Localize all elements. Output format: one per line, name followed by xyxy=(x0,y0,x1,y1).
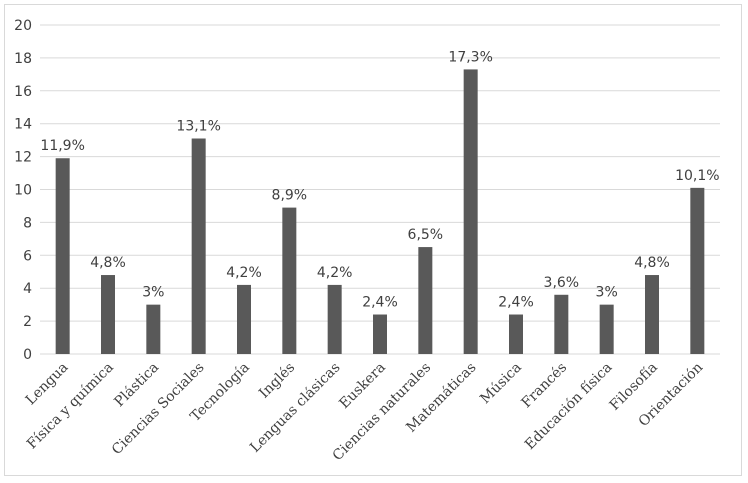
data-label: 13,1% xyxy=(176,119,220,135)
data-label: 4,2% xyxy=(317,265,353,281)
y-tick-label: 6 xyxy=(23,248,32,264)
y-tick-label: 2 xyxy=(23,314,32,330)
data-label: 17,3% xyxy=(448,49,492,65)
y-tick-label: 16 xyxy=(14,84,32,100)
category-label: Educación física xyxy=(522,360,615,453)
data-labels: 11,9% 4,8% 3% 13,1% 4,2% 8,9% 4,2% 2,4% 6,5% 17,3… xyxy=(40,49,719,310)
bar-10 xyxy=(463,69,478,354)
data-label: 10,1% xyxy=(675,168,719,184)
bar-3 xyxy=(146,304,161,354)
bar-15 xyxy=(690,187,705,354)
bars xyxy=(55,69,705,354)
bar-7 xyxy=(327,284,342,354)
bar-2 xyxy=(101,275,115,354)
data-label: 4,2% xyxy=(226,265,262,281)
data-label: 11,9% xyxy=(40,138,84,154)
bar-12 xyxy=(554,294,569,354)
y-tick-label: 14 xyxy=(14,117,32,133)
data-label: 4,8% xyxy=(634,255,670,271)
bar-6 xyxy=(282,207,297,354)
category-label: Inglés xyxy=(256,360,298,402)
y-tick-label: 10 xyxy=(14,183,32,199)
bar-13 xyxy=(599,304,614,354)
data-label: 3,6% xyxy=(544,275,580,291)
bar-4 xyxy=(191,138,206,354)
bar-14 xyxy=(645,275,659,354)
bar-5 xyxy=(237,284,251,354)
chart-frame xyxy=(4,4,742,476)
y-tick-label: 18 xyxy=(14,51,32,67)
y-axis-tick-labels: 0 2 4 6 8 10 12 14 16 18 20 xyxy=(14,18,32,363)
bar-11 xyxy=(509,314,523,354)
data-label: 8,9% xyxy=(272,188,308,204)
data-label: 2,4% xyxy=(498,295,534,311)
bar-8 xyxy=(373,314,387,354)
bar-1 xyxy=(55,158,70,354)
category-label: Lenguas clásicas xyxy=(247,360,343,456)
y-tick-label: 4 xyxy=(23,281,32,297)
data-label: 3% xyxy=(142,285,164,301)
data-label: 3% xyxy=(596,285,618,301)
y-tick-label: 8 xyxy=(23,215,32,231)
data-label: 4,8% xyxy=(90,255,126,271)
y-tick-label: 12 xyxy=(14,150,32,166)
y-tick-label: 20 xyxy=(14,18,32,34)
category-label: Física y química xyxy=(24,360,117,453)
y-tick-label: 0 xyxy=(23,347,32,363)
bar-9 xyxy=(418,247,433,354)
data-label: 6,5% xyxy=(408,227,444,243)
data-label: 2,4% xyxy=(362,295,398,311)
